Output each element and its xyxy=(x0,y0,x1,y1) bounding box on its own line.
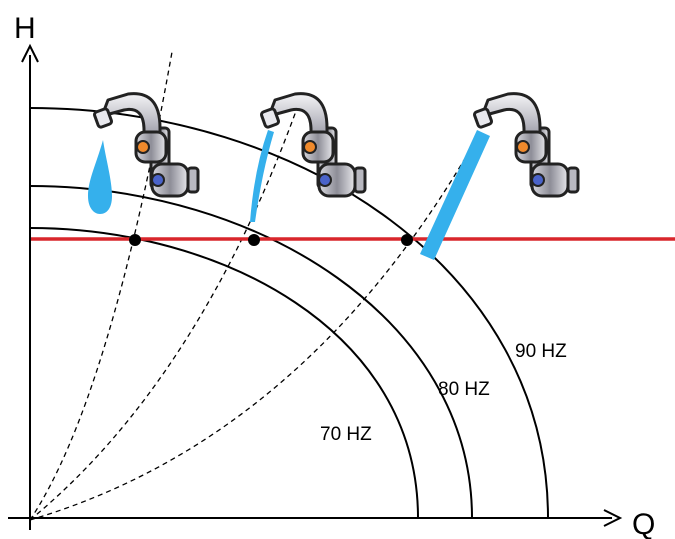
y-axis-label: H xyxy=(14,12,36,45)
x-axis-label: Q xyxy=(632,508,655,539)
water-drop xyxy=(88,140,112,214)
pump-curve-70hz xyxy=(30,228,418,518)
faucet-icon xyxy=(474,94,578,196)
operating-point-80hz xyxy=(248,234,260,246)
curve-label-70hz: 70 HZ xyxy=(320,424,372,445)
operating-point-90hz xyxy=(401,234,413,246)
curve-label-80hz: 80 HZ xyxy=(438,379,490,400)
faucet-icon xyxy=(261,94,365,196)
operating-point-70hz xyxy=(129,234,141,246)
curve-label-90hz: 90 HZ xyxy=(515,341,567,362)
